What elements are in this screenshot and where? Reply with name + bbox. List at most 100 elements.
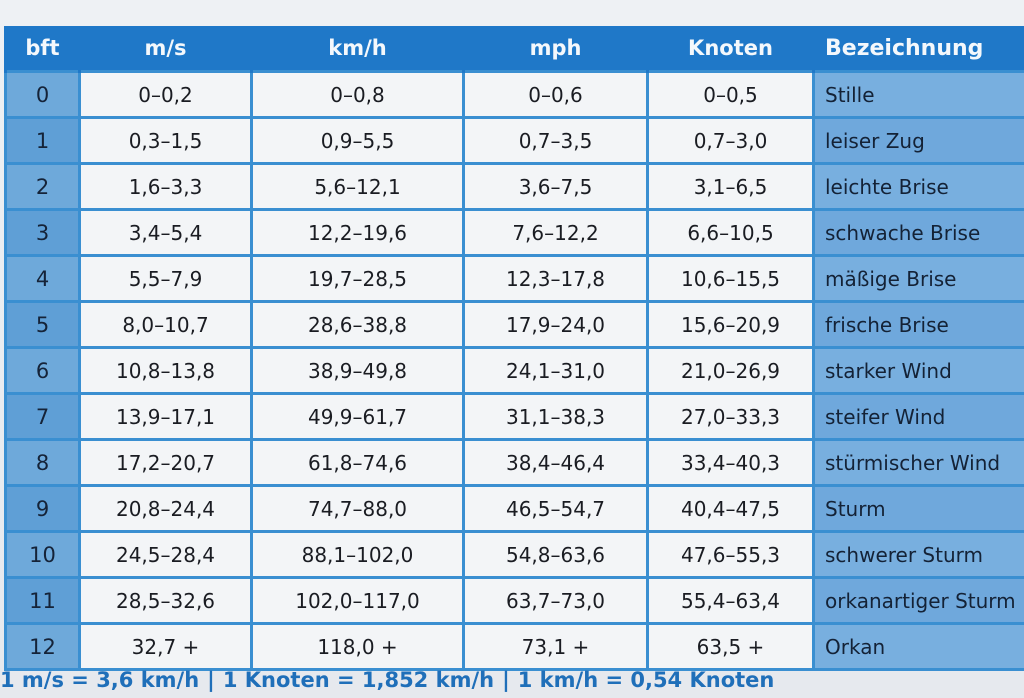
conversion-footnote: 1 m/s = 3,6 km/h | 1 Knoten = 1,852 km/h | 1…: [0, 662, 1024, 698]
cell-kmh: 88,1–102,0: [250, 530, 465, 579]
cell-bft: 0: [4, 70, 81, 119]
cell-name: mäßige Brise: [812, 254, 1024, 303]
header-knots: Knoten: [646, 26, 815, 72]
cell-bft: 6: [4, 346, 81, 395]
cell-ms: 28,5–32,6: [78, 576, 253, 625]
header-kmh: km/h: [250, 26, 465, 72]
cell-name: leichte Brise: [812, 162, 1024, 211]
cell-ms: 13,9–17,1: [78, 392, 253, 441]
cell-mph: 7,6–12,2: [462, 208, 649, 257]
table-header: bft m/s km/h mph Knoten Bezeichnung: [4, 26, 1024, 72]
table-row: 12 32,7 + 118,0 + 73,1 + 63,5 + Orkan: [4, 622, 1024, 671]
cell-name: orkanartiger Sturm: [812, 576, 1024, 625]
cell-kmh: 0,9–5,5: [250, 116, 465, 165]
beaufort-table: bft m/s km/h mph Knoten Bezeichnung 0 0–…: [4, 26, 1024, 671]
cell-name: leiser Zug: [812, 116, 1024, 165]
cell-bft: 11: [4, 576, 81, 625]
cell-name: schwache Brise: [812, 208, 1024, 257]
cell-knots: 47,6–55,3: [646, 530, 815, 579]
cell-mph: 31,1–38,3: [462, 392, 649, 441]
cell-knots: 3,1–6,5: [646, 162, 815, 211]
cell-kmh: 0–0,8: [250, 70, 465, 119]
cell-mph: 46,5–54,7: [462, 484, 649, 533]
table-row: 3 3,4–5,4 12,2–19,6 7,6–12,2 6,6–10,5 sc…: [4, 208, 1024, 257]
cell-knots: 55,4–63,4: [646, 576, 815, 625]
header-mph: mph: [462, 26, 649, 72]
cell-knots: 33,4–40,3: [646, 438, 815, 487]
cell-mph: 24,1–31,0: [462, 346, 649, 395]
cell-ms: 20,8–24,4: [78, 484, 253, 533]
footnote-kmh-knots: 1 km/h = 0,54 Knoten: [517, 668, 775, 692]
cell-name: schwerer Sturm: [812, 530, 1024, 579]
table-row: 2 1,6–3,3 5,6–12,1 3,6–7,5 3,1–6,5 leich…: [4, 162, 1024, 211]
footnote-knots-kmh: 1 Knoten = 1,852 km/h: [222, 668, 495, 692]
header-row: bft m/s km/h mph Knoten Bezeichnung: [4, 26, 1024, 72]
cell-knots: 15,6–20,9: [646, 300, 815, 349]
cell-mph: 54,8–63,6: [462, 530, 649, 579]
cell-bft: 1: [4, 116, 81, 165]
cell-ms: 0–0,2: [78, 70, 253, 119]
table-row: 9 20,8–24,4 74,7–88,0 46,5–54,7 40,4–47,…: [4, 484, 1024, 533]
cell-ms: 24,5–28,4: [78, 530, 253, 579]
cell-kmh: 12,2–19,6: [250, 208, 465, 257]
cell-kmh: 118,0 +: [250, 622, 465, 671]
cell-kmh: 61,8–74,6: [250, 438, 465, 487]
table-row: 10 24,5–28,4 88,1–102,0 54,8–63,6 47,6–5…: [4, 530, 1024, 579]
cell-name: steifer Wind: [812, 392, 1024, 441]
cell-bft: 4: [4, 254, 81, 303]
footnote-separator: |: [207, 668, 215, 692]
cell-ms: 8,0–10,7: [78, 300, 253, 349]
cell-mph: 17,9–24,0: [462, 300, 649, 349]
cell-knots: 6,6–10,5: [646, 208, 815, 257]
table-row: 6 10,8–13,8 38,9–49,8 24,1–31,0 21,0–26,…: [4, 346, 1024, 395]
cell-bft: 2: [4, 162, 81, 211]
cell-knots: 40,4–47,5: [646, 484, 815, 533]
cell-kmh: 19,7–28,5: [250, 254, 465, 303]
cell-knots: 10,6–15,5: [646, 254, 815, 303]
cell-bft: 12: [4, 622, 81, 671]
table-row: 0 0–0,2 0–0,8 0–0,6 0–0,5 Stille: [4, 70, 1024, 119]
cell-kmh: 38,9–49,8: [250, 346, 465, 395]
header-ms: m/s: [78, 26, 253, 72]
cell-bft: 3: [4, 208, 81, 257]
cell-kmh: 5,6–12,1: [250, 162, 465, 211]
cell-ms: 3,4–5,4: [78, 208, 253, 257]
cell-mph: 0,7–3,5: [462, 116, 649, 165]
cell-mph: 3,6–7,5: [462, 162, 649, 211]
table-row: 4 5,5–7,9 19,7–28,5 12,3–17,8 10,6–15,5 …: [4, 254, 1024, 303]
table-row: 11 28,5–32,6 102,0–117,0 63,7–73,0 55,4–…: [4, 576, 1024, 625]
cell-mph: 73,1 +: [462, 622, 649, 671]
header-name: Bezeichnung: [812, 26, 1024, 72]
cell-kmh: 28,6–38,8: [250, 300, 465, 349]
table-row: 7 13,9–17,1 49,9–61,7 31,1–38,3 27,0–33,…: [4, 392, 1024, 441]
cell-bft: 9: [4, 484, 81, 533]
table-row: 1 0,3–1,5 0,9–5,5 0,7–3,5 0,7–3,0 leiser…: [4, 116, 1024, 165]
cell-bft: 8: [4, 438, 81, 487]
cell-bft: 5: [4, 300, 81, 349]
table-row: 8 17,2–20,7 61,8–74,6 38,4–46,4 33,4–40,…: [4, 438, 1024, 487]
cell-mph: 38,4–46,4: [462, 438, 649, 487]
cell-knots: 63,5 +: [646, 622, 815, 671]
footnote-ms-kmh: 1 m/s = 3,6 km/h: [0, 668, 200, 692]
cell-knots: 21,0–26,9: [646, 346, 815, 395]
header-bft: bft: [4, 26, 81, 72]
cell-ms: 5,5–7,9: [78, 254, 253, 303]
cell-ms: 1,6–3,3: [78, 162, 253, 211]
cell-kmh: 49,9–61,7: [250, 392, 465, 441]
table-row: 5 8,0–10,7 28,6–38,8 17,9–24,0 15,6–20,9…: [4, 300, 1024, 349]
cell-name: Orkan: [812, 622, 1024, 671]
cell-knots: 0–0,5: [646, 70, 815, 119]
cell-kmh: 74,7–88,0: [250, 484, 465, 533]
cell-ms: 0,3–1,5: [78, 116, 253, 165]
cell-name: stürmischer Wind: [812, 438, 1024, 487]
cell-ms: 10,8–13,8: [78, 346, 253, 395]
cell-name: starker Wind: [812, 346, 1024, 395]
cell-name: Sturm: [812, 484, 1024, 533]
footnote-separator: |: [502, 668, 510, 692]
cell-mph: 12,3–17,8: [462, 254, 649, 303]
cell-name: frische Brise: [812, 300, 1024, 349]
cell-ms: 32,7 +: [78, 622, 253, 671]
cell-ms: 17,2–20,7: [78, 438, 253, 487]
cell-mph: 0–0,6: [462, 70, 649, 119]
